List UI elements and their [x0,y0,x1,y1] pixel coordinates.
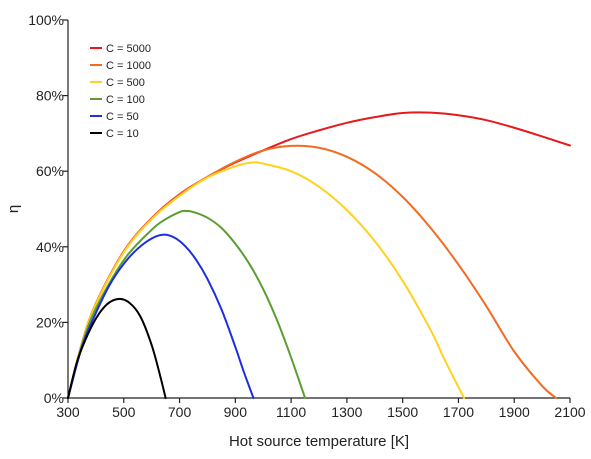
x-tick-label: 2100 [554,404,585,420]
x-tick-label: 900 [224,404,248,420]
legend-label: C = 500 [106,77,145,89]
series-line-4 [67,233,255,399]
x-tick-label: 1500 [387,404,418,420]
y-tick-label: 20% [36,314,64,330]
series-line-0 [67,111,571,399]
series-line-1 [67,144,558,399]
y-tick-label: 0% [44,390,64,406]
y-tick-label: 60% [36,163,64,179]
legend-label: C = 1000 [106,60,151,72]
series-line-2 [67,161,466,399]
x-tick-label: 300 [56,404,80,420]
y-axis: 0% 20% 40% 60% 80% 100% [28,12,69,406]
x-tick-label: 1300 [331,404,362,420]
x-tick-label: 500 [112,404,136,420]
x-tick-label: 1700 [443,404,474,420]
legend: C = 5000 C = 1000 C = 500 C = 100 C = 50 C = … [90,43,151,140]
legend-label: C = 5000 [106,43,151,55]
x-tick-label: 700 [168,404,192,420]
y-tick-label: 40% [36,239,64,255]
legend-label: C = 50 [106,111,139,123]
legend-label: C = 100 [106,94,145,106]
x-tick-label: 1900 [499,404,530,420]
series-lines [67,111,571,399]
legend-label: C = 10 [106,128,139,140]
x-axis-title: Hot source temperature [K] [229,433,409,450]
x-ticks: 300 500 700 900 1100 1300 1500 1700 1900 2100 [56,398,586,420]
series-line-5 [67,297,167,399]
x-axis: 300 500 700 900 1100 1300 1500 1700 1900 2100 [56,397,586,420]
y-tick-label: 100% [28,12,64,28]
x-tick-label: 1100 [276,404,306,420]
series-line-3 [67,209,307,399]
y-ticks: 0% 20% 40% 60% 80% 100% [28,12,68,406]
y-axis-title: η [5,205,22,213]
y-tick-label: 80% [36,88,64,104]
